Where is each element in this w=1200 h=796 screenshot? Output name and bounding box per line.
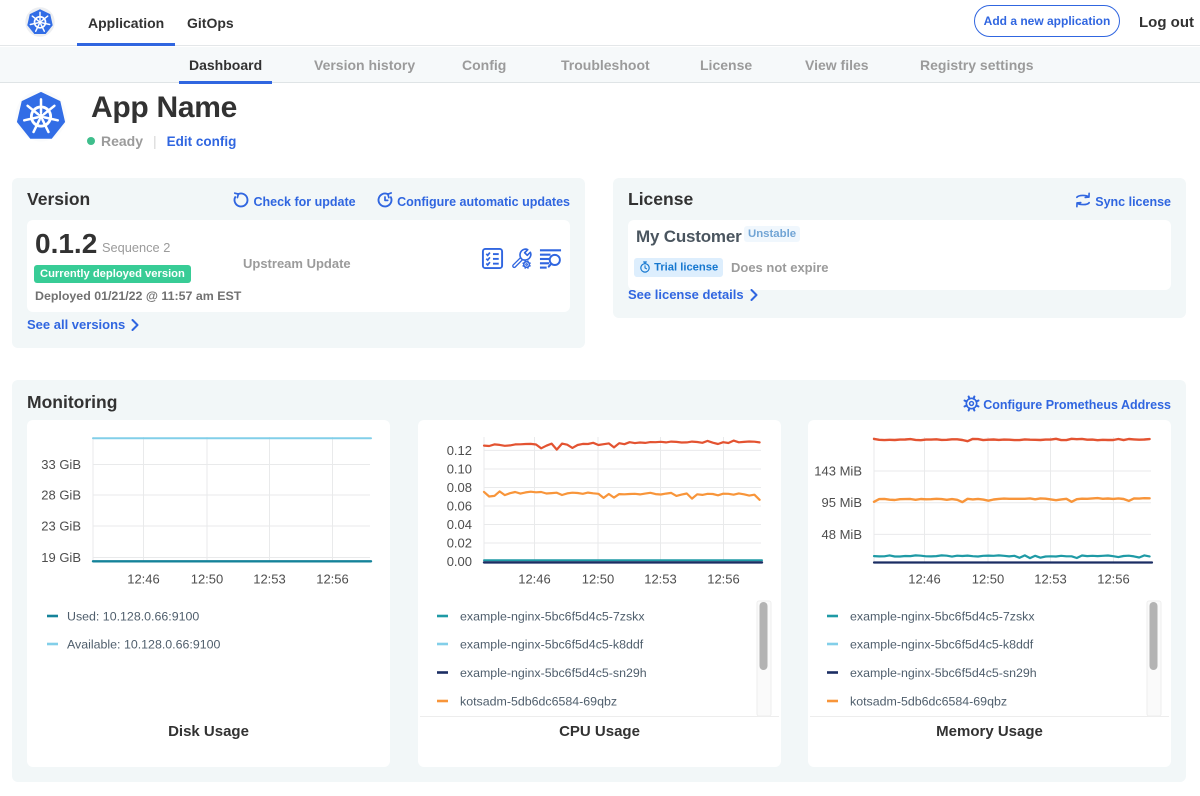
svg-text:33 GiB: 33 GiB (41, 457, 81, 472)
svg-text:12:56: 12:56 (316, 572, 349, 587)
svg-text:Available: 10.128.0.66:9100: Available: 10.128.0.66:9100 (67, 638, 221, 652)
svg-text:0.00: 0.00 (447, 554, 472, 569)
svg-text:95 MiB: 95 MiB (822, 495, 862, 510)
svg-text:12:53: 12:53 (1034, 572, 1067, 587)
svg-text:0.04: 0.04 (447, 517, 472, 532)
svg-text:example-nginx-5bc6f5d4c5-sn29h: example-nginx-5bc6f5d4c5-sn29h (460, 666, 647, 680)
svg-text:12:56: 12:56 (707, 572, 740, 587)
svg-text:0.10: 0.10 (447, 462, 472, 477)
svg-text:12:50: 12:50 (972, 572, 1005, 587)
svg-text:example-nginx-5bc6f5d4c5-k8ddf: example-nginx-5bc6f5d4c5-k8ddf (850, 638, 1034, 652)
svg-text:12:46: 12:46 (908, 572, 941, 587)
svg-text:48 MiB: 48 MiB (822, 527, 862, 542)
svg-text:12:46: 12:46 (518, 572, 551, 587)
svg-text:0.06: 0.06 (447, 499, 472, 514)
svg-text:143 MiB: 143 MiB (814, 464, 862, 479)
svg-text:example-nginx-5bc6f5d4c5-7zskx: example-nginx-5bc6f5d4c5-7zskx (460, 610, 645, 624)
svg-text:0.12: 0.12 (447, 443, 472, 458)
svg-text:12:46: 12:46 (127, 572, 160, 587)
svg-text:19 GiB: 19 GiB (41, 550, 81, 565)
svg-text:Used: 10.128.0.66:9100: Used: 10.128.0.66:9100 (67, 610, 199, 624)
svg-text:kotsadm-5db6dc6584-69qbz: kotsadm-5db6dc6584-69qbz (850, 695, 1007, 709)
svg-text:23 GiB: 23 GiB (41, 519, 81, 534)
svg-text:example-nginx-5bc6f5d4c5-sn29h: example-nginx-5bc6f5d4c5-sn29h (850, 666, 1037, 680)
svg-text:0.08: 0.08 (447, 480, 472, 495)
svg-text:28 GiB: 28 GiB (41, 488, 81, 503)
svg-text:example-nginx-5bc6f5d4c5-k8ddf: example-nginx-5bc6f5d4c5-k8ddf (460, 638, 644, 652)
svg-text:12:56: 12:56 (1097, 572, 1130, 587)
svg-text:12:50: 12:50 (582, 572, 615, 587)
svg-text:example-nginx-5bc6f5d4c5-7zskx: example-nginx-5bc6f5d4c5-7zskx (850, 610, 1035, 624)
svg-text:0.02: 0.02 (447, 536, 472, 551)
svg-text:12:53: 12:53 (253, 572, 286, 587)
svg-text:kotsadm-5db6dc6584-69qbz: kotsadm-5db6dc6584-69qbz (460, 695, 617, 709)
svg-text:12:53: 12:53 (644, 572, 677, 587)
svg-text:12:50: 12:50 (191, 572, 224, 587)
